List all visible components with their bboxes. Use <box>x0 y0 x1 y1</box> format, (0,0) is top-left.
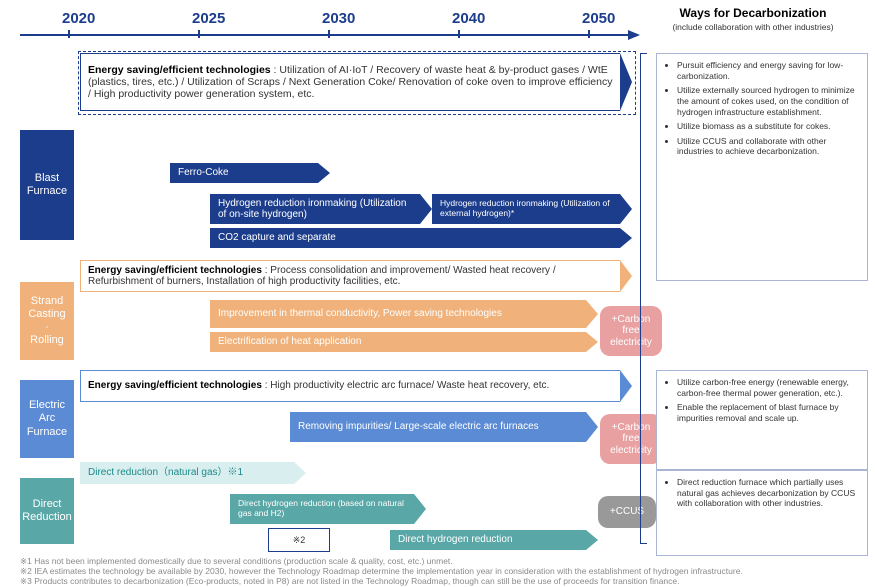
pill-badge: +CCUS <box>598 496 656 528</box>
roadmap-bar-label: Hydrogen reduction ironmaking (Utilizati… <box>440 194 616 224</box>
category-box: ElectricArcFurnace <box>20 380 74 458</box>
roadmap-bar-label: Energy saving/efficient technologies : H… <box>88 370 616 402</box>
roadmap-bar-label: Direct reduction（natural gas）※1 <box>88 462 290 484</box>
roadmap-bar-label: Removing impurities/ Large-scale electri… <box>298 412 582 442</box>
category-box: DirectReduction <box>20 478 74 544</box>
timeline-arrowhead <box>628 30 640 40</box>
roadmap-bar-label: Electrification of heat application <box>218 332 582 352</box>
roadmap-bar: CO2 capture and separate <box>210 228 632 248</box>
roadmap-bar: Direct hydrogen reduction (based on natu… <box>230 494 426 524</box>
roadmap-bar: Improvement in thermal conductivity, Pow… <box>210 300 598 328</box>
roadmap-bar: Removing impurities/ Large-scale electri… <box>290 412 598 442</box>
roadmap-bar-label: Energy saving/efficient technologies : P… <box>88 260 616 292</box>
timeline-year: 2050 <box>582 10 615 27</box>
side-block: Utilize carbon-free energy (renewable en… <box>656 370 868 470</box>
timeline-year: 2040 <box>452 10 485 27</box>
timeline-year: 2025 <box>192 10 225 27</box>
timeline-tick <box>458 30 460 38</box>
pill-badge: +Carbon free electricity <box>600 414 662 464</box>
roadmap-bar: Hydrogen reduction ironmaking (Utilizati… <box>210 194 432 224</box>
roadmap-bar: Energy saving/efficient technologies : P… <box>80 260 632 292</box>
footnote: ※3 Products contributes to decarbonizati… <box>20 576 860 587</box>
timeline-tick <box>588 30 590 38</box>
note-box: ※2 <box>268 528 330 552</box>
roadmap-bar-label: Direct hydrogen reduction <box>398 530 582 550</box>
side-bracket <box>640 53 647 544</box>
roadmap-bar: Energy saving/efficient technologies : U… <box>80 53 632 111</box>
roadmap-bar: Hydrogen reduction ironmaking (Utilizati… <box>432 194 632 224</box>
roadmap-bar: Electrification of heat application <box>210 332 598 352</box>
side-subtitle: (include collaboration with other indust… <box>648 22 858 32</box>
roadmap-bar-label: Energy saving/efficient technologies : U… <box>88 53 616 111</box>
timeline-year: 2030 <box>322 10 355 27</box>
roadmap-viewport: 2020 2025 2030 2040 2050 BlastFurnace StrandCa… <box>0 0 875 587</box>
timeline-tick <box>68 30 70 38</box>
roadmap-bar: Direct hydrogen reduction <box>390 530 598 550</box>
timeline-year: 2020 <box>62 10 95 27</box>
category-box: BlastFurnace <box>20 130 74 240</box>
side-title: Ways for Decarbonization <box>648 6 858 20</box>
category-box: StrandCasting·Rolling <box>20 282 74 360</box>
timeline-axis <box>20 34 630 36</box>
roadmap-bar-label: Direct hydrogen reduction (based on natu… <box>238 494 410 524</box>
roadmap-bar: Energy saving/efficient technologies : H… <box>80 370 632 402</box>
roadmap-bar: Direct reduction（natural gas）※1 <box>80 462 306 484</box>
side-block: Direct reduction furnace which partially… <box>656 470 868 556</box>
roadmap-bar-label: CO2 capture and separate <box>218 228 616 248</box>
timeline-tick <box>198 30 200 38</box>
side-block: Pursuit efficiency and energy saving for… <box>656 53 868 281</box>
timeline-tick <box>328 30 330 38</box>
roadmap-bar-label: Ferro-Coke <box>178 163 314 183</box>
pill-badge: +Carbon free electricity <box>600 306 662 356</box>
roadmap-bar-label: Hydrogen reduction ironmaking (Utilizati… <box>218 194 416 224</box>
roadmap-bar: Ferro-Coke <box>170 163 330 183</box>
roadmap-bar-label: Improvement in thermal conductivity, Pow… <box>218 300 582 328</box>
